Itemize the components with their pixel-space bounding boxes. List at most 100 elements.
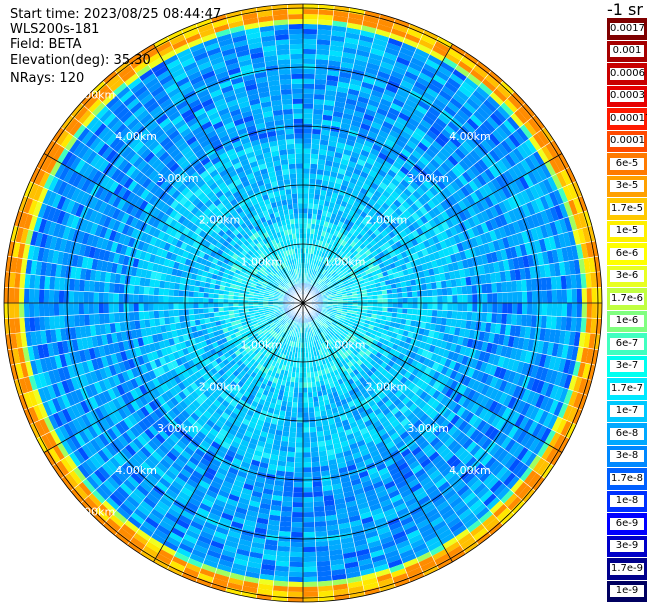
- ray-separator: [302, 5, 335, 304]
- ppi-bin: [392, 143, 404, 153]
- ppi-bin: [309, 284, 313, 290]
- ppi-bin: [395, 156, 406, 166]
- ppi-bin: [290, 531, 303, 538]
- ppi-bin: [325, 84, 338, 92]
- ppi-bin: [488, 70, 504, 85]
- ppi-bin: [342, 112, 354, 121]
- ppi-bin: [312, 486, 323, 493]
- ppi-bin: [338, 282, 344, 287]
- ppi-bin: [512, 130, 525, 145]
- ppi-bin: [536, 303, 543, 316]
- ppi-bin: [336, 262, 342, 268]
- ppi-bin: [415, 104, 428, 115]
- ppi-bin: [333, 182, 342, 190]
- ppi-bin: [318, 279, 324, 285]
- ppi-bin: [303, 512, 315, 518]
- ppi-bin: [332, 20, 348, 28]
- ppi-bin: [303, 576, 318, 583]
- ppi-bin: [387, 151, 398, 161]
- ppi-bin: [427, 106, 441, 118]
- ppi-bin: [540, 277, 547, 291]
- ppi-bin: [311, 286, 316, 292]
- ppi-bin: [364, 178, 373, 187]
- ppi-bin: [369, 126, 381, 135]
- ppi-bin: [551, 289, 558, 303]
- ppi-bin: [408, 23, 425, 35]
- ppi-bin: [436, 151, 448, 163]
- ppi-bin: [492, 190, 503, 204]
- ppi-bin: [316, 44, 331, 51]
- ppi-bin: [289, 421, 297, 428]
- ppi-bin: [370, 182, 379, 191]
- ppi-bin: [442, 295, 448, 303]
- ppi-bin: [298, 377, 303, 383]
- ppi-bin: [319, 256, 324, 263]
- ppi-bin: [530, 314, 537, 328]
- ppi-bin: [428, 228, 437, 238]
- ppi-bin: [303, 218, 308, 224]
- ppi-bin: [466, 205, 477, 218]
- ppi-bin: [446, 101, 460, 114]
- ppi-bin: [303, 397, 309, 403]
- ppi-bin: [303, 367, 307, 373]
- ppi-bin: [399, 229, 408, 238]
- ppi-bin: [416, 314, 422, 322]
- ppi-bin: [470, 191, 480, 204]
- ppi-bin: [450, 180, 461, 192]
- ppi-bin: [367, 299, 373, 303]
- ppi-bin: [461, 197, 472, 209]
- ppi-bin: [307, 397, 314, 403]
- ppi-bin: [440, 162, 452, 173]
- ppi-bin: [526, 279, 532, 292]
- ppi-bin: [346, 134, 357, 142]
- ppi-bin: [322, 205, 329, 212]
- ppi-bin: [412, 297, 418, 303]
- ppi-bin: [425, 87, 439, 99]
- ppi-bin: [316, 39, 331, 46]
- ppi-bin: [303, 173, 310, 179]
- ppi-bin: [282, 491, 294, 498]
- ppi-bin: [406, 28, 423, 39]
- ppi-bin: [591, 303, 598, 319]
- ppi-bin: [457, 60, 473, 74]
- ppi-bin: [512, 147, 525, 162]
- ppi-bin: [512, 291, 518, 303]
- ppi-bin: [321, 119, 332, 126]
- ppi-bin: [415, 208, 424, 219]
- ppi-bin: [320, 274, 325, 280]
- ppi-bin: [463, 121, 476, 134]
- ppi-bin: [473, 110, 487, 124]
- ppi-bin: [477, 158, 489, 172]
- ppi-bin: [287, 591, 303, 598]
- ppi-bin: [448, 194, 458, 206]
- ppi-bin: [303, 13, 319, 20]
- ppi-bin: [387, 169, 397, 179]
- ppi-bin: [516, 161, 528, 176]
- ppi-bin: [303, 581, 318, 588]
- ppi-bin: [365, 157, 376, 166]
- ppi-bin: [317, 278, 322, 284]
- ppi-bin: [387, 182, 398, 191]
- ppi-bin: [287, 441, 296, 448]
- ppi-bin: [378, 66, 393, 76]
- ppi-bin: [329, 262, 335, 269]
- ppi-bin: [382, 120, 394, 130]
- ppi-bin: [351, 264, 358, 271]
- ppi-bin: [472, 89, 487, 104]
- ppi-bin: [326, 70, 340, 77]
- ppi-bin: [346, 275, 352, 281]
- ppi-bin: [303, 93, 314, 99]
- ppi-bin: [308, 412, 315, 418]
- ppi-bin: [422, 179, 433, 190]
- ppi-bin: [342, 47, 357, 55]
- ppi-bin: [421, 289, 428, 297]
- ppi-bin: [291, 412, 298, 418]
- ppi-bin: [303, 83, 315, 90]
- ppi-bin: [447, 303, 453, 311]
- ppi-bin: [435, 317, 442, 325]
- ppi-bin: [330, 245, 336, 252]
- ppi-bin: [314, 189, 321, 195]
- ppi-bin: [399, 212, 408, 222]
- ppi-bin: [343, 207, 351, 215]
- ppi-bin: [422, 63, 438, 75]
